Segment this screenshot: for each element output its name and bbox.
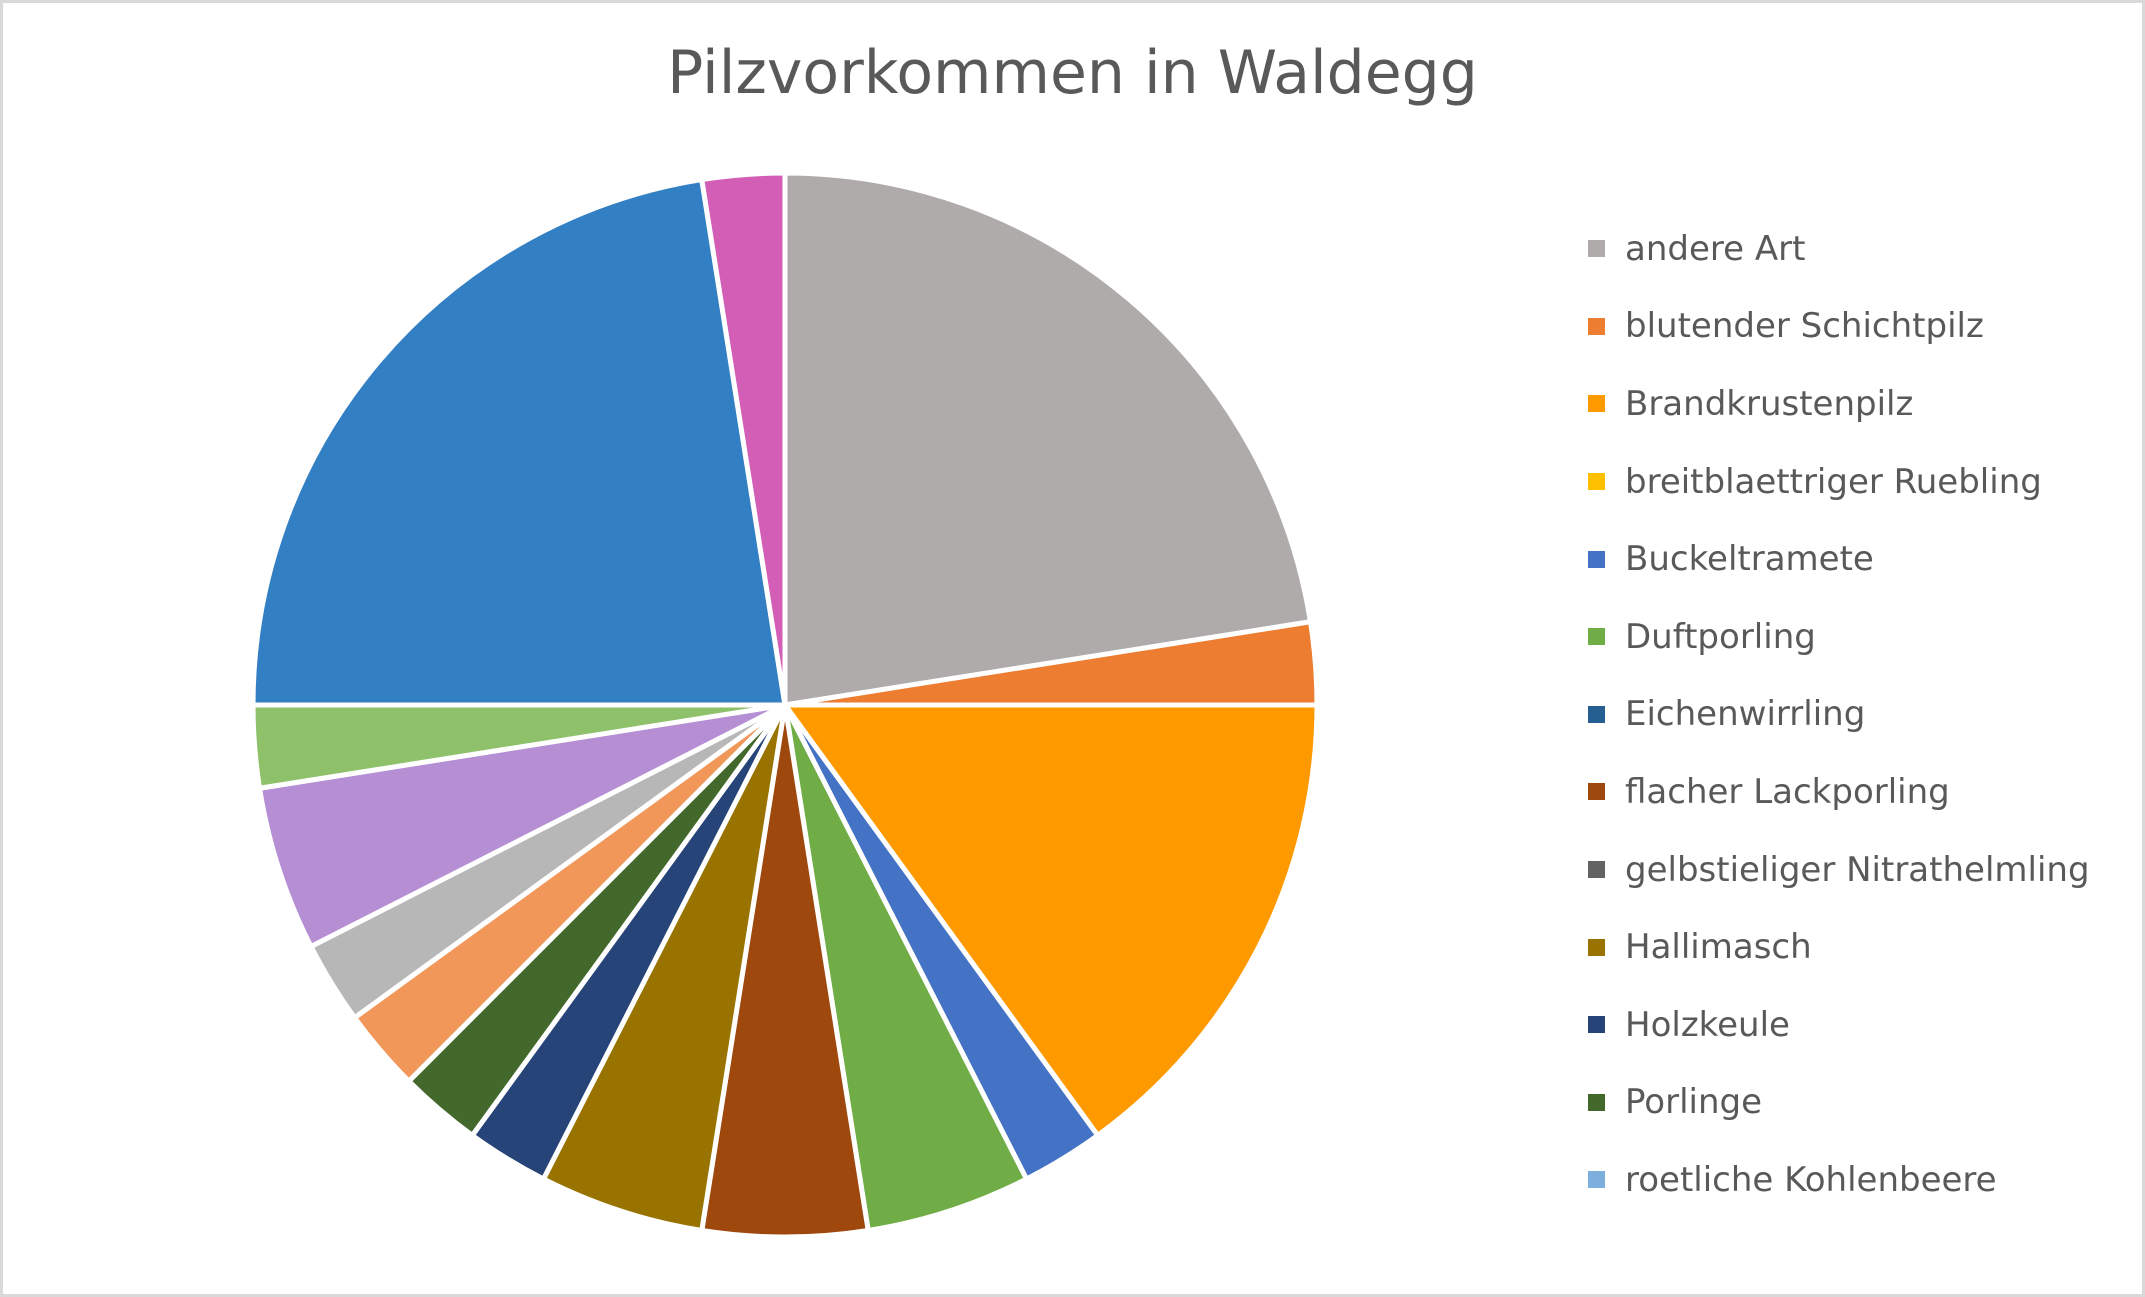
legend-label: Brandkrustenpilz bbox=[1625, 383, 1914, 424]
pie-slice-15 bbox=[257, 702, 788, 950]
pie-slice-7 bbox=[699, 702, 871, 1240]
legend-swatch bbox=[1588, 1093, 1605, 1111]
legend-swatch bbox=[1588, 783, 1605, 801]
legend-label: Hallimasch bbox=[1625, 927, 1812, 968]
legend-item-5: Duftporling bbox=[1588, 598, 2090, 676]
pie-slice-5 bbox=[782, 702, 1030, 1233]
pie-slice-18 bbox=[699, 170, 788, 708]
legend-label: andere Art bbox=[1625, 228, 1806, 269]
chart-title: Pilzvorkommen in Waldegg bbox=[667, 38, 1478, 108]
legend-item-8: gelbstieliger Nitrathelmling bbox=[1588, 831, 2090, 909]
pie-slice-9 bbox=[540, 702, 788, 1233]
legend-label: Holzkeule bbox=[1625, 1004, 1790, 1045]
legend-item-9: Hallimasch bbox=[1588, 908, 2090, 986]
legend-swatch bbox=[1588, 1171, 1605, 1189]
legend-item-1: blutender Schichtpilz bbox=[1588, 288, 2090, 366]
pie-slice-17 bbox=[250, 177, 788, 708]
legend-label: Buckeltramete bbox=[1625, 539, 1874, 580]
legend-label: breitblaettriger Ruebling bbox=[1625, 461, 2042, 502]
legend-item-11: Porlinge bbox=[1588, 1064, 2090, 1142]
legend-swatch bbox=[1588, 628, 1605, 646]
legend-label: roetliche Kohlenbeere bbox=[1625, 1159, 1997, 1200]
legend-item-4: Buckeltramete bbox=[1588, 520, 2090, 598]
legend-label: blutender Schichtpilz bbox=[1625, 306, 1984, 347]
chart-legend: andere Art blutender Schichtpilz Brandkrus… bbox=[1588, 210, 2090, 1219]
legend-swatch bbox=[1588, 938, 1605, 956]
legend-swatch bbox=[1588, 317, 1605, 335]
pie-slice-0 bbox=[782, 170, 1313, 708]
legend-item-10: Holzkeule bbox=[1588, 986, 2090, 1064]
legend-item-6: Eichenwirrling bbox=[1588, 676, 2090, 754]
legend-label: Eichenwirrling bbox=[1625, 694, 1866, 735]
legend-swatch bbox=[1588, 861, 1605, 879]
pie-slice-2 bbox=[782, 702, 1320, 1138]
legend-swatch bbox=[1588, 473, 1605, 491]
legend-swatch bbox=[1588, 395, 1605, 413]
legend-item-0: andere Art bbox=[1588, 210, 2090, 288]
legend-swatch bbox=[1588, 705, 1605, 723]
legend-swatch bbox=[1588, 240, 1605, 258]
legend-swatch bbox=[1588, 550, 1605, 568]
legend-swatch bbox=[1588, 1016, 1605, 1034]
legend-item-2: Brandkrustenpilz bbox=[1588, 365, 2090, 443]
legend-item-12: roetliche Kohlenbeere bbox=[1588, 1141, 2090, 1219]
legend-item-7: flacher Lackporling bbox=[1588, 753, 2090, 831]
legend-label: gelbstieliger Nitrathelmling bbox=[1625, 849, 2090, 890]
legend-label: Porlinge bbox=[1625, 1082, 1763, 1123]
legend-label: flacher Lackporling bbox=[1625, 771, 1950, 812]
legend-label: Duftporling bbox=[1625, 616, 1816, 657]
legend-item-3: breitblaettriger Ruebling bbox=[1588, 443, 2090, 521]
